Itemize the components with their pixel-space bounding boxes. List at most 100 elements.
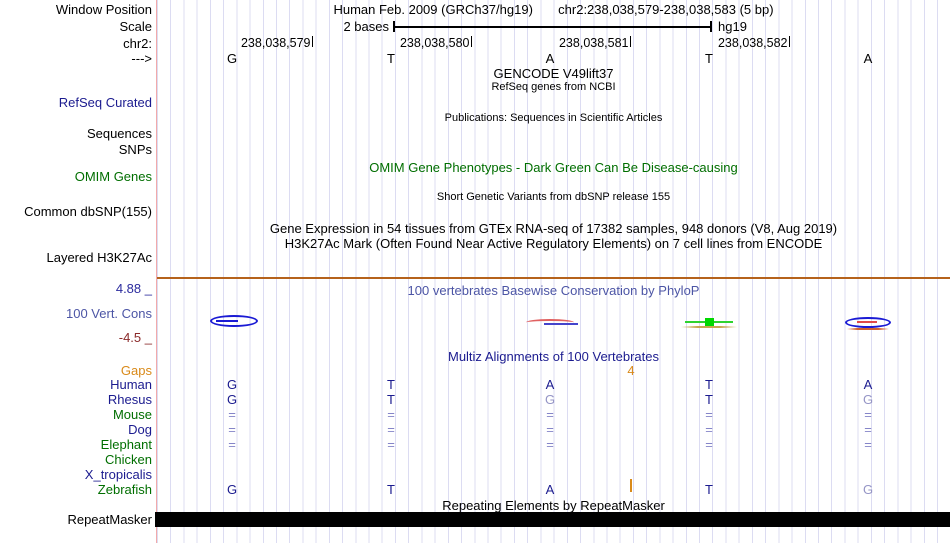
alignment-insert-tick: [630, 479, 632, 492]
coordinate-tick: [788, 36, 790, 47]
chrom-label: chr2:: [123, 36, 152, 51]
alignment-same-mark: =: [228, 437, 236, 452]
track-label-repeatmasker[interactable]: RepeatMasker: [67, 512, 152, 527]
reference-base: G: [226, 51, 238, 66]
alignment-same-mark: =: [387, 437, 395, 452]
species-label-x-tropicalis[interactable]: X_tropicalis: [84, 467, 152, 482]
conservation-wiggle-glyph[interactable]: [210, 315, 258, 327]
alignment-same-mark: =: [228, 407, 236, 422]
track-title-gencode[interactable]: GENCODE V49lift37: [493, 66, 614, 81]
alignment-same-mark: =: [387, 422, 395, 437]
track-title-gtex[interactable]: Gene Expression in 54 tissues from GTEx …: [269, 221, 838, 236]
scale-bar: [393, 26, 711, 28]
species-label-rhesus[interactable]: Rhesus: [107, 392, 152, 407]
alignment-same-mark: =: [546, 437, 554, 452]
alignment-base: A: [863, 377, 873, 392]
alignment-same-mark: =: [546, 407, 554, 422]
species-label-elephant[interactable]: Elephant: [100, 437, 152, 452]
coordinate-tick: [311, 36, 313, 47]
track-label-h3k27ac[interactable]: Layered H3K27Ac: [46, 250, 152, 265]
wiggle-detail: [681, 326, 737, 328]
track-label-omim-genes[interactable]: OMIM Genes: [74, 169, 152, 184]
wiggle-detail: [845, 317, 891, 328]
species-label-dog[interactable]: Dog: [128, 422, 152, 437]
track-title-multiz[interactable]: Multiz Alignments of 100 Vertebrates: [447, 349, 659, 364]
scale-value: 2 bases: [343, 19, 389, 34]
alignment-base: G: [226, 392, 238, 407]
coordinate-label: 238,038,581: [559, 36, 631, 50]
coordinate-label: 238,038,582: [718, 36, 790, 50]
track-title-repeatmasker[interactable]: Repeating Elements by RepeatMasker: [442, 498, 665, 513]
alignment-same-mark: =: [228, 422, 236, 437]
alignment-base: T: [387, 377, 395, 392]
coordinate-text: 238,038,582: [717, 36, 788, 50]
reference-base: T: [387, 51, 395, 66]
species-label-zebrafish[interactable]: Zebrafish: [97, 482, 152, 497]
alignment-base: G: [544, 392, 556, 407]
track-title-dbsnp[interactable]: Short Genetic Variants from dbSNP releas…: [436, 191, 671, 203]
scale-label: Scale: [119, 19, 152, 34]
alignment-same-mark: =: [387, 407, 395, 422]
wiggle-detail: [216, 320, 238, 322]
alignment-base: G: [226, 377, 238, 392]
reference-base: A: [863, 51, 873, 66]
track-title-omim[interactable]: OMIM Gene Phenotypes - Dark Green Can Be…: [369, 160, 738, 175]
strand-arrow: --->: [131, 51, 152, 66]
gap-count: 4: [627, 363, 635, 378]
scale-bar-left-cap: [393, 21, 395, 32]
wiggle-detail: [705, 318, 714, 327]
assembly-title: Human Feb. 2009 (GRCh37/hg19): [333, 2, 533, 17]
range-title: chr2:238,038,579-238,038,583 (5 bp): [558, 2, 774, 17]
coordinate-text: 238,038,579: [240, 36, 311, 50]
wiggle-detail: [857, 321, 877, 323]
conservation-wiggle-glyph[interactable]: [681, 318, 737, 329]
track-label-snps[interactable]: SNPs: [118, 142, 152, 157]
alignment-same-mark: =: [705, 422, 713, 437]
track-label-gaps[interactable]: Gaps: [120, 363, 152, 378]
track-title-h3k27ac[interactable]: H3K27Ac Mark (Often Found Near Active Re…: [284, 236, 823, 251]
scale-assembly: hg19: [718, 19, 747, 34]
coordinate-tick: [629, 36, 631, 47]
conservation-wiggle-glyph[interactable]: [845, 317, 891, 331]
position-title: Human Feb. 2009 (GRCh37/hg19) chr2:238,0…: [157, 2, 950, 17]
wiggle-detail: [526, 319, 574, 326]
alignment-base: T: [705, 482, 713, 497]
alignment-same-mark: =: [705, 407, 713, 422]
conservation-wiggle-glyph[interactable]: [526, 319, 578, 326]
alignment-base: T: [705, 392, 713, 407]
track-title-publications[interactable]: Publications: Sequences in Scientific Ar…: [444, 112, 663, 124]
alignment-same-mark: =: [705, 437, 713, 452]
species-label-chicken[interactable]: Chicken: [105, 452, 152, 467]
track-subtitle-refseq[interactable]: RefSeq genes from NCBI: [491, 81, 616, 93]
scale-bar-right-cap: [710, 21, 712, 32]
alignment-base: T: [387, 392, 395, 407]
conservation-min-value: -4.5 _: [118, 330, 152, 345]
track-label-dbsnp[interactable]: Common dbSNP(155): [24, 204, 152, 219]
coordinate-label: 238,038,580: [400, 36, 472, 50]
track-label-sequences[interactable]: Sequences: [86, 126, 152, 141]
alignment-base: T: [705, 377, 713, 392]
species-label-mouse[interactable]: Mouse: [112, 407, 152, 422]
alignment-base: G: [862, 392, 874, 407]
coordinate-tick: [470, 36, 472, 47]
wiggle-detail: [847, 328, 889, 330]
track-title-conservation[interactable]: 100 vertebrates Basewise Conservation by…: [407, 283, 700, 298]
alignment-same-mark: =: [546, 422, 554, 437]
alignment-base: T: [387, 482, 395, 497]
base-position-gridlines: [157, 0, 950, 543]
alignment-base: G: [862, 482, 874, 497]
track-separator-line: [157, 277, 950, 279]
track-label-refseq-curated[interactable]: RefSeq Curated: [58, 95, 152, 110]
track-label-vert-cons[interactable]: 100 Vert. Cons: [66, 306, 152, 321]
reference-base: A: [545, 51, 555, 66]
conservation-max-value: 4.88 _: [115, 281, 152, 296]
repeatmasker-element-bar[interactable]: [155, 512, 950, 527]
coordinate-text: 238,038,581: [558, 36, 629, 50]
track-left-edge-line: [156, 0, 157, 543]
wiggle-detail: [544, 323, 578, 325]
species-label-human[interactable]: Human: [110, 377, 152, 392]
alignment-same-mark: =: [864, 407, 872, 422]
coordinate-label: 238,038,579: [241, 36, 313, 50]
alignment-base: A: [545, 377, 555, 392]
